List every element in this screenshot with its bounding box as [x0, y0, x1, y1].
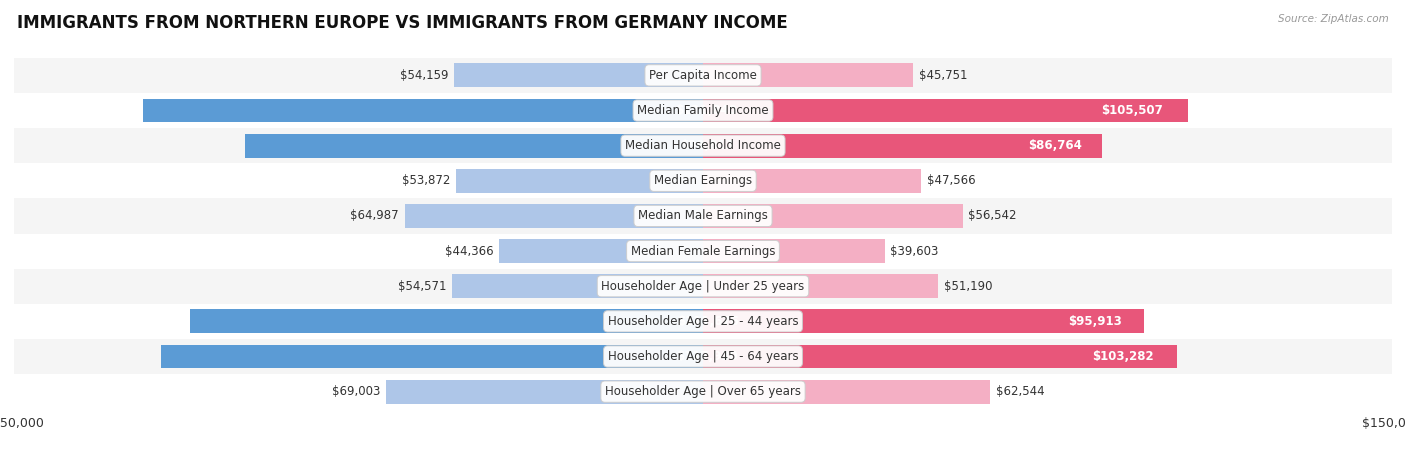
Text: IMMIGRANTS FROM NORTHERN EUROPE VS IMMIGRANTS FROM GERMANY INCOME: IMMIGRANTS FROM NORTHERN EUROPE VS IMMIG…	[17, 14, 787, 32]
Text: $44,366: $44,366	[446, 245, 494, 258]
Text: $47,566: $47,566	[927, 174, 976, 187]
Text: Median Household Income: Median Household Income	[626, 139, 780, 152]
Text: Median Female Earnings: Median Female Earnings	[631, 245, 775, 258]
Bar	[14, 128, 1392, 163]
Text: $64,987: $64,987	[350, 209, 399, 222]
Text: $45,751: $45,751	[918, 69, 967, 82]
Text: $69,003: $69,003	[332, 385, 381, 398]
Text: $62,544: $62,544	[995, 385, 1045, 398]
Text: Source: ZipAtlas.com: Source: ZipAtlas.com	[1278, 14, 1389, 24]
Text: $99,813: $99,813	[681, 139, 734, 152]
Bar	[703, 169, 921, 193]
Bar	[703, 380, 990, 403]
Bar	[14, 374, 1392, 409]
Text: Per Capita Income: Per Capita Income	[650, 69, 756, 82]
Bar	[703, 134, 1101, 157]
Text: Householder Age | Over 65 years: Householder Age | Over 65 years	[605, 385, 801, 398]
Bar	[14, 93, 1392, 128]
Text: Median Male Earnings: Median Male Earnings	[638, 209, 768, 222]
Text: $111,676: $111,676	[678, 315, 740, 328]
Bar	[14, 198, 1392, 234]
Bar	[499, 239, 703, 263]
Bar	[453, 274, 703, 298]
Text: Householder Age | Under 25 years: Householder Age | Under 25 years	[602, 280, 804, 293]
Bar	[14, 234, 1392, 269]
Text: Median Earnings: Median Earnings	[654, 174, 752, 187]
Text: $54,159: $54,159	[401, 69, 449, 82]
Text: $95,913: $95,913	[1067, 315, 1122, 328]
Bar	[703, 64, 912, 87]
Bar	[703, 274, 938, 298]
Bar	[703, 310, 1143, 333]
Text: Median Family Income: Median Family Income	[637, 104, 769, 117]
Bar	[14, 304, 1392, 339]
Bar	[14, 269, 1392, 304]
Text: Householder Age | 25 - 44 years: Householder Age | 25 - 44 years	[607, 315, 799, 328]
Bar	[387, 380, 703, 403]
Bar	[190, 310, 703, 333]
Bar	[703, 239, 884, 263]
Bar	[14, 339, 1392, 374]
Text: $39,603: $39,603	[890, 245, 939, 258]
Bar	[143, 99, 703, 122]
Bar	[456, 169, 703, 193]
Bar	[405, 204, 703, 228]
Bar	[703, 345, 1177, 368]
Text: $86,764: $86,764	[1028, 139, 1081, 152]
Bar	[14, 58, 1392, 93]
Bar	[14, 163, 1392, 198]
Text: $121,840: $121,840	[675, 104, 737, 117]
Bar	[703, 204, 963, 228]
Bar	[162, 345, 703, 368]
Text: $53,872: $53,872	[402, 174, 450, 187]
Text: $51,190: $51,190	[943, 280, 993, 293]
Text: $103,282: $103,282	[1092, 350, 1154, 363]
Bar	[703, 99, 1188, 122]
Text: Householder Age | 45 - 64 years: Householder Age | 45 - 64 years	[607, 350, 799, 363]
Text: $56,542: $56,542	[969, 209, 1017, 222]
Text: $117,930: $117,930	[676, 350, 738, 363]
Bar	[245, 134, 703, 157]
Bar	[454, 64, 703, 87]
Text: $54,571: $54,571	[398, 280, 447, 293]
Text: $105,507: $105,507	[1102, 104, 1163, 117]
